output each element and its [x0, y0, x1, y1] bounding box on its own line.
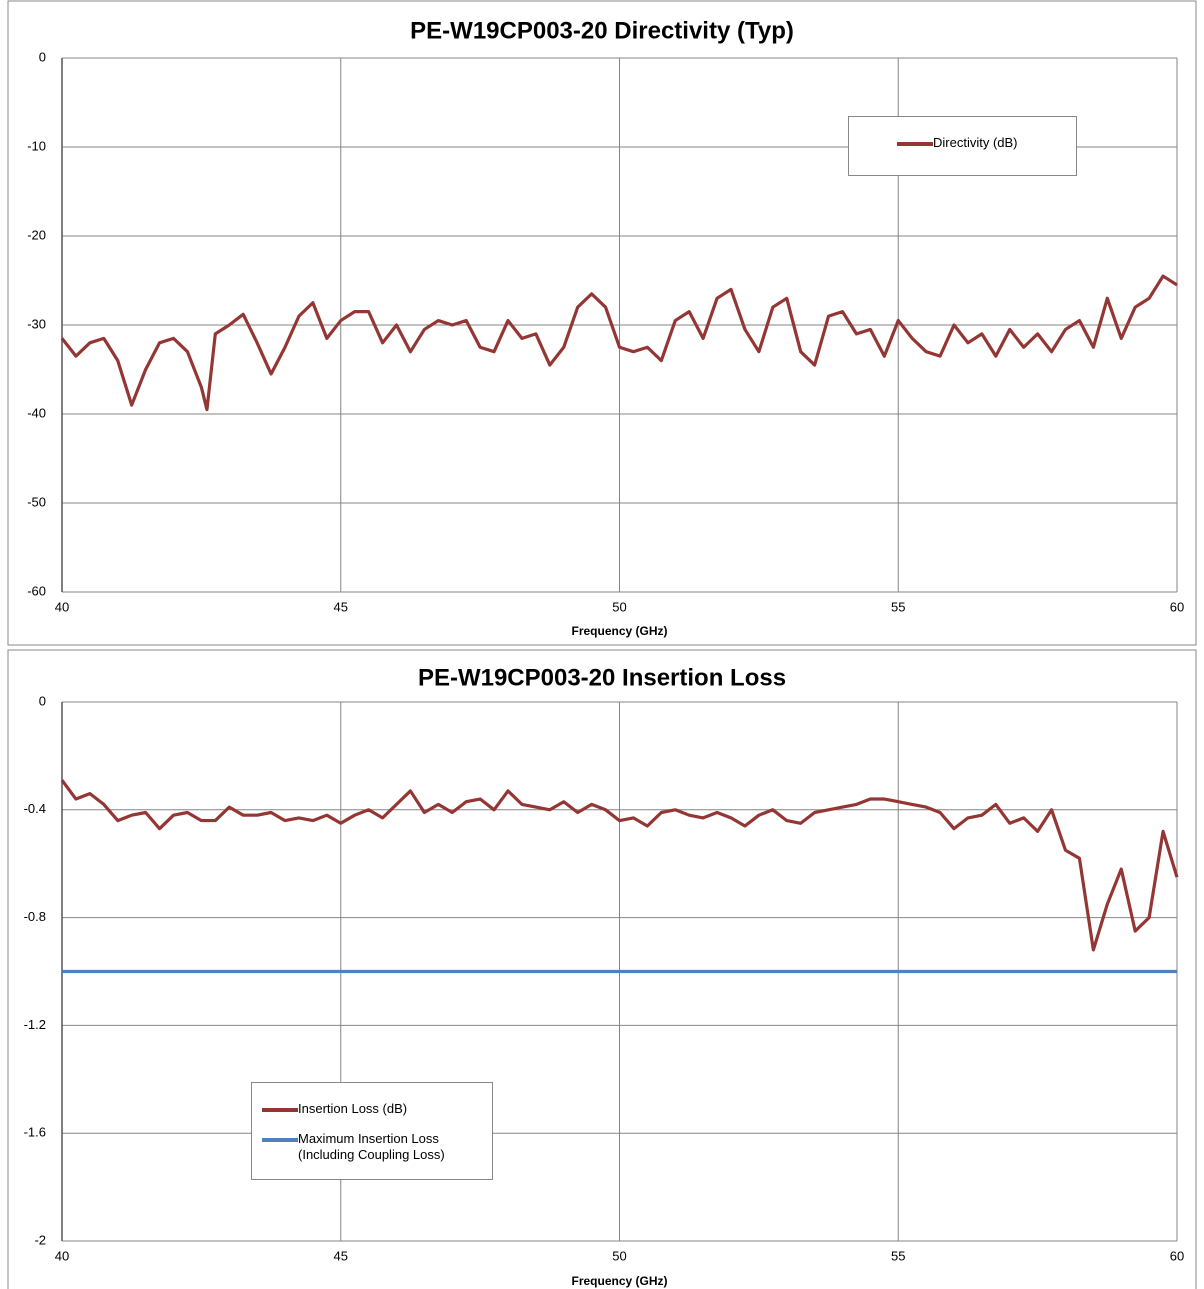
- y-tick-label: 0: [39, 49, 46, 64]
- y-tick-label: -1.6: [24, 1125, 46, 1140]
- chart-title: PE-W19CP003-20 Directivity (Typ): [410, 17, 794, 44]
- y-tick-label: -10: [27, 138, 46, 153]
- x-tick-label: 40: [55, 1248, 69, 1263]
- x-tick-label: 60: [1170, 1248, 1184, 1263]
- x-axis-label: Frequency (GHz): [571, 1274, 667, 1288]
- legend-label: Directivity (dB): [933, 135, 1018, 150]
- y-tick-label: -2: [34, 1232, 46, 1247]
- y-tick-label: 0: [39, 693, 46, 708]
- x-tick-label: 55: [891, 599, 905, 614]
- legend: Insertion Loss (dB) Maximum Insertion Los…: [251, 1082, 493, 1180]
- x-tick-label: 50: [612, 1248, 626, 1263]
- legend-label: Insertion Loss (dB): [298, 1101, 408, 1116]
- x-tick-label: 40: [55, 599, 69, 614]
- x-tick-label: 55: [891, 1248, 905, 1263]
- legend-swatch: [262, 1108, 298, 1112]
- legend-entry: Insertion Loss (dB): [262, 1101, 482, 1117]
- x-axis-label: Frequency (GHz): [571, 624, 667, 638]
- legend-label: Maximum Insertion Loss (Including Coupli…: [298, 1131, 445, 1162]
- y-tick-label: -50: [27, 494, 46, 509]
- x-tick-label: 50: [612, 599, 626, 614]
- x-tick-label: 60: [1170, 599, 1184, 614]
- x-tick-label: 45: [334, 599, 348, 614]
- legend-swatch: [897, 142, 933, 146]
- legend-entry: Directivity (dB): [897, 135, 1066, 151]
- y-tick-label: -40: [27, 405, 46, 420]
- y-tick-label: -0.4: [24, 801, 46, 816]
- y-tick-label: -0.8: [24, 909, 46, 924]
- data-line: [60, 779, 1179, 952]
- y-tick-label: -30: [27, 316, 46, 331]
- legend-entry: Maximum Insertion Loss (Including Coupli…: [262, 1131, 482, 1163]
- chart-frame: [7, 0, 1197, 646]
- y-tick-label: -20: [27, 227, 46, 242]
- x-tick-label: 45: [334, 1248, 348, 1263]
- y-tick-label: -60: [27, 583, 46, 598]
- data-line: [60, 274, 1178, 412]
- legend: Directivity (dB): [848, 116, 1077, 176]
- chart-title: PE-W19CP003-20 Insertion Loss: [418, 664, 786, 691]
- chart-frame: [7, 649, 1197, 1289]
- y-tick-label: -1.2: [24, 1017, 46, 1032]
- legend-swatch: [262, 1138, 298, 1142]
